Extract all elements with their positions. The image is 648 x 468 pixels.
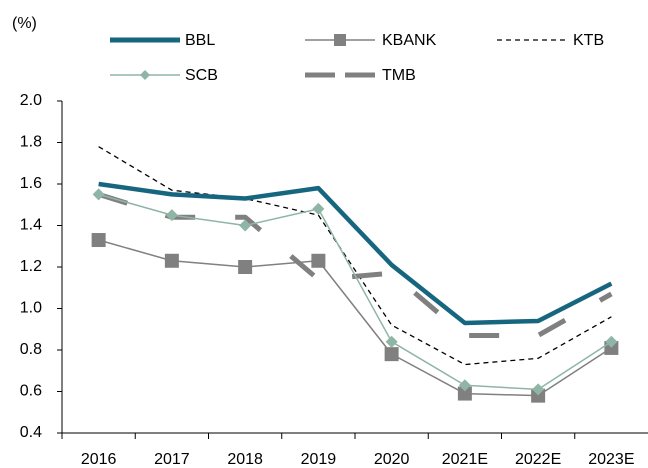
series-line <box>98 239 612 397</box>
legend-label: KTB <box>573 32 604 49</box>
marker <box>531 388 546 403</box>
marker <box>312 202 325 215</box>
legend: BBL KBANK KTB SCB TMB <box>110 32 604 84</box>
y-tick-label: 1.8 <box>20 134 42 151</box>
x-tick-label: 2016 <box>81 451 117 468</box>
marker <box>165 209 178 222</box>
marker <box>532 383 545 396</box>
y-tick-label: 0.6 <box>20 383 42 400</box>
marker <box>311 253 326 268</box>
marker <box>164 253 179 268</box>
x-tick-label: 2021E <box>442 451 488 468</box>
marker <box>239 219 252 232</box>
legend-marker <box>334 34 346 46</box>
series-line <box>98 146 612 366</box>
x-tick-label: 2022E <box>515 451 561 468</box>
marker <box>385 335 398 348</box>
marker <box>238 260 253 274</box>
marker <box>91 233 106 248</box>
y-tick-label: 0.4 <box>20 424 42 441</box>
x-tick-label: 2023E <box>588 451 634 468</box>
y-tick-label: 1.2 <box>20 258 42 275</box>
legend-label: SCB <box>185 67 218 84</box>
marker <box>458 379 471 392</box>
legend-label: KBANK <box>382 32 437 49</box>
marker <box>605 335 618 348</box>
legend-label: BBL <box>185 32 215 49</box>
x-tick-label: 2020 <box>374 451 410 468</box>
y-tick-label: 2.0 <box>20 92 42 109</box>
legend-label: TMB <box>382 67 416 84</box>
y-tick-label: 1.6 <box>20 175 42 192</box>
y-tick-label: 0.8 <box>20 341 42 358</box>
marker <box>384 347 399 362</box>
y-tick-label: 1.0 <box>20 300 42 317</box>
y-axis-unit: (%) <box>12 15 37 32</box>
x-tick-label: 2017 <box>154 451 190 468</box>
marker <box>92 188 105 201</box>
legend-marker <box>140 70 150 80</box>
y-tick-label: 1.4 <box>20 217 42 234</box>
x-tick-label: 2018 <box>227 451 263 468</box>
marker <box>457 386 472 401</box>
series-line <box>98 193 612 391</box>
x-tick-label: 2019 <box>301 451 337 468</box>
series-line <box>98 181 613 326</box>
